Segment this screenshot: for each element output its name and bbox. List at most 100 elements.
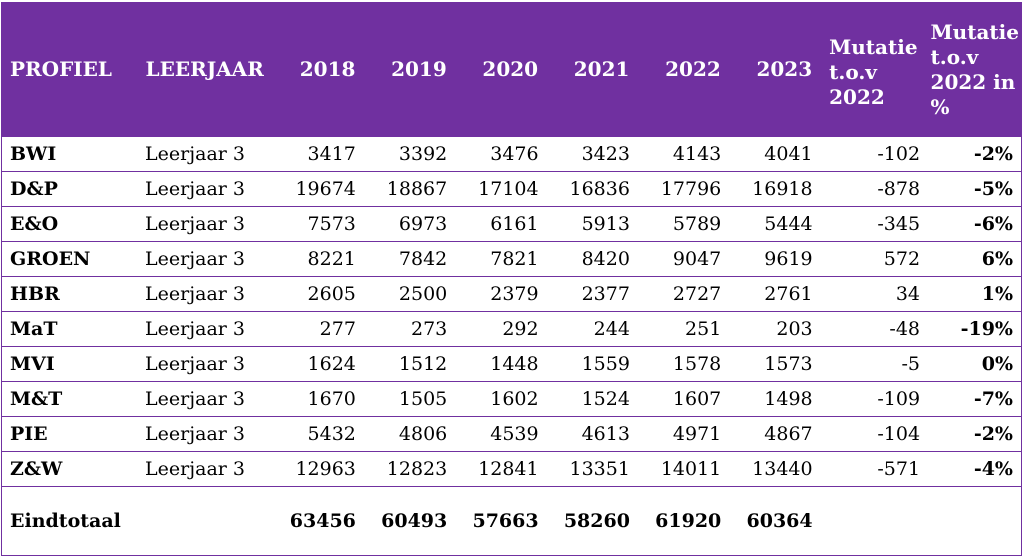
year-value-cell: 1602 xyxy=(455,381,547,417)
mutatie-pct-cell: 1% xyxy=(928,276,1023,312)
header-mutatie: Mutatie t.o.v 2022 xyxy=(820,2,929,137)
year-value-cell: 203 xyxy=(729,311,821,347)
header-mutatie-pct: Mutatie t.o.v 2022 in % xyxy=(927,2,1023,137)
year-value-cell: 251 xyxy=(637,311,730,347)
total-value-cell: 61920 xyxy=(637,486,730,556)
year-value-cell: 7821 xyxy=(455,241,547,277)
profiel-cell: Z&W xyxy=(1,451,138,487)
total-empty-cell xyxy=(820,486,929,556)
year-value-cell: 4867 xyxy=(729,416,821,452)
year-value-cell: 12841 xyxy=(455,451,547,487)
mutatie-cell: -5 xyxy=(820,346,929,382)
year-value-cell: 4613 xyxy=(546,416,638,452)
year-value-cell: 3423 xyxy=(546,136,638,172)
table-row: PIE Leerjaar 3 5432 4806 4539 4613 4971 4867 -10… xyxy=(1,416,1023,452)
year-value-cell: 19674 xyxy=(272,171,364,207)
year-value-cell: 17796 xyxy=(637,171,730,207)
profiel-cell: PIE xyxy=(1,416,138,452)
header-profiel: PROFIEL xyxy=(1,2,138,137)
header-year-2020: 2020 xyxy=(454,2,548,137)
header-year-2022: 2022 xyxy=(637,2,730,137)
leerjaar-cell: Leerjaar 3 xyxy=(137,416,273,452)
profiel-cell: MaT xyxy=(1,311,138,347)
header-row: PROFIEL LEERJAAR 2018 2019 2020 2021 202… xyxy=(1,2,1023,137)
year-value-cell: 18867 xyxy=(363,171,456,207)
year-value-cell: 12823 xyxy=(363,451,456,487)
mutatie-cell: -345 xyxy=(820,206,929,242)
profiel-cell: BWI xyxy=(1,136,138,172)
year-value-cell: 1559 xyxy=(546,346,638,382)
year-value-cell: 1448 xyxy=(455,346,547,382)
profiel-cell: GROEN xyxy=(1,241,138,277)
year-value-cell: 273 xyxy=(363,311,456,347)
header-year-2023: 2023 xyxy=(728,2,822,137)
year-value-cell: 4143 xyxy=(637,136,730,172)
year-value-cell: 1505 xyxy=(363,381,456,417)
table-row: MVI Leerjaar 3 1624 1512 1448 1559 1578 1573 -5 0… xyxy=(1,346,1023,382)
profiel-cell: E&O xyxy=(1,206,138,242)
mutatie-pct-cell: -19% xyxy=(928,311,1023,347)
total-value-cell: 60364 xyxy=(729,486,821,556)
year-value-cell: 12963 xyxy=(272,451,364,487)
year-value-cell: 4539 xyxy=(455,416,547,452)
leerjaar-cell: Leerjaar 3 xyxy=(137,381,273,417)
year-value-cell: 4806 xyxy=(363,416,456,452)
leerjaar-cell: Leerjaar 3 xyxy=(137,206,273,242)
table-body: BWI Leerjaar 3 3417 3392 3476 3423 4143 4041 -10… xyxy=(0,136,1023,556)
mutatie-cell: -878 xyxy=(820,171,929,207)
total-value-cell: 57663 xyxy=(455,486,547,556)
year-value-cell: 1624 xyxy=(272,346,364,382)
total-value-cell: 60493 xyxy=(363,486,456,556)
year-value-cell: 7573 xyxy=(272,206,364,242)
total-empty-cell xyxy=(928,486,1023,556)
mutatie-pct-cell: -7% xyxy=(928,381,1023,417)
leerjaar-cell: Leerjaar 3 xyxy=(137,346,273,382)
profiel-cell: M&T xyxy=(1,381,138,417)
year-value-cell: 8221 xyxy=(272,241,364,277)
mutatie-pct-cell: -5% xyxy=(928,171,1023,207)
year-value-cell: 1498 xyxy=(729,381,821,417)
table-row: BWI Leerjaar 3 3417 3392 3476 3423 4143 4041 -10… xyxy=(1,136,1023,172)
year-value-cell: 9619 xyxy=(729,241,821,277)
table-row: E&O Leerjaar 3 7573 6973 6161 5913 5789 5444 -34… xyxy=(1,206,1023,242)
profiel-cell: MVI xyxy=(1,346,138,382)
year-value-cell: 2377 xyxy=(546,276,638,312)
total-label: Eindtotaal xyxy=(0,486,273,556)
mutatie-cell: -109 xyxy=(820,381,929,417)
mutatie-cell: -571 xyxy=(820,451,929,487)
year-value-cell: 5432 xyxy=(272,416,364,452)
year-value-cell: 2605 xyxy=(272,276,364,312)
table-row: M&T Leerjaar 3 1670 1505 1602 1524 1607 1498 -10… xyxy=(1,381,1023,417)
year-value-cell: 4971 xyxy=(637,416,730,452)
profiel-cell: D&P xyxy=(1,171,138,207)
year-value-cell: 14011 xyxy=(637,451,730,487)
table-row: Z&W Leerjaar 3 12963 12823 12841 13351 14011 13… xyxy=(1,451,1023,487)
year-value-cell: 292 xyxy=(455,311,547,347)
year-value-cell: 3392 xyxy=(363,136,456,172)
header-year-2018: 2018 xyxy=(272,2,365,137)
header-year-2019: 2019 xyxy=(363,2,456,137)
mutatie-cell: 572 xyxy=(820,241,929,277)
year-value-cell: 17104 xyxy=(455,171,547,207)
leerjaar-cell: Leerjaar 3 xyxy=(137,276,273,312)
year-value-cell: 8420 xyxy=(546,241,638,277)
year-value-cell: 3417 xyxy=(272,136,364,172)
year-value-cell: 1578 xyxy=(637,346,730,382)
year-value-cell: 1524 xyxy=(546,381,638,417)
year-value-cell: 13440 xyxy=(729,451,821,487)
table-row: GROEN Leerjaar 3 8221 7842 7821 8420 9047 9619 5… xyxy=(1,241,1023,277)
table-row: HBR Leerjaar 3 2605 2500 2379 2377 2727 2761 34 1… xyxy=(1,276,1023,312)
year-value-cell: 2500 xyxy=(363,276,456,312)
year-value-cell: 1607 xyxy=(637,381,730,417)
mutatie-cell: 34 xyxy=(820,276,929,312)
header-year-2021: 2021 xyxy=(546,2,639,137)
profiel-cell: HBR xyxy=(1,276,138,312)
year-value-cell: 13351 xyxy=(546,451,638,487)
year-value-cell: 6973 xyxy=(363,206,456,242)
total-row: Eindtotaal 63456 60493 57663 58260 61920 60364 xyxy=(0,486,1023,556)
year-value-cell: 2379 xyxy=(455,276,547,312)
year-value-cell: 16918 xyxy=(729,171,821,207)
year-value-cell: 2761 xyxy=(729,276,821,312)
year-value-cell: 9047 xyxy=(637,241,730,277)
